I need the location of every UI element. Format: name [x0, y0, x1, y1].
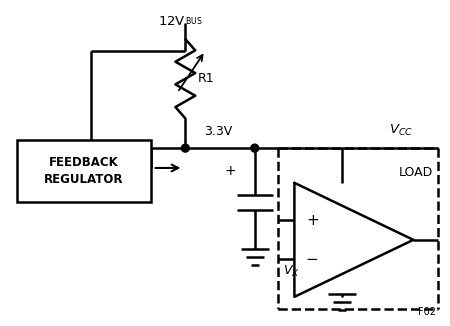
Circle shape [251, 144, 259, 152]
Circle shape [181, 144, 189, 152]
Text: $\mathregular{_{BUS}}$: $\mathregular{_{BUS}}$ [185, 15, 203, 28]
Text: $V_{CC}$: $V_{CC}$ [389, 123, 413, 138]
Text: $V_X$: $V_X$ [283, 264, 299, 279]
Text: LOAD: LOAD [399, 166, 433, 179]
Text: $\mathregular{12V}$: $\mathregular{12V}$ [158, 15, 185, 28]
Text: +: + [306, 213, 319, 228]
Text: FEEDBACK: FEEDBACK [49, 156, 119, 169]
Text: F02: F02 [418, 307, 436, 317]
Text: 3.3V: 3.3V [204, 125, 232, 138]
Text: −: − [306, 252, 319, 267]
Bar [17, 140, 151, 202]
Text: R1: R1 [198, 72, 215, 85]
Text: REGULATOR: REGULATOR [44, 173, 123, 186]
Text: +: + [224, 164, 236, 178]
